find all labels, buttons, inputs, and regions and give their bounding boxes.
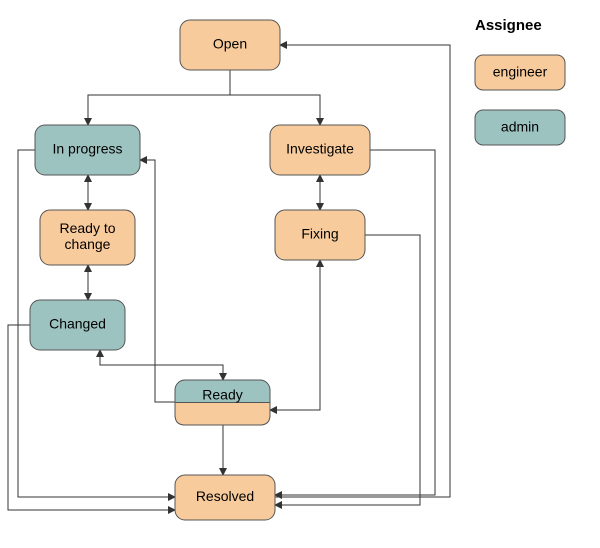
legend-label-admin: admin: [501, 119, 539, 135]
edge-investigate-resolved: [275, 150, 435, 495]
node-readytc: Ready tochange: [40, 210, 135, 265]
node-label-resolved: Resolved: [196, 488, 254, 504]
node-label-ready: Ready: [202, 386, 242, 402]
node-fixing: Fixing: [275, 210, 365, 260]
node-investigate: Investigate: [270, 125, 370, 175]
flowchart-canvas: Open In progress Investigate Ready tochange…: [0, 0, 600, 548]
edge-open-inprogress: [88, 70, 230, 125]
node-label-inprogress: In progress: [52, 141, 122, 157]
node-label-readytc: change: [65, 236, 111, 252]
edge-changed-resolved: [8, 325, 175, 510]
legend-title: Assignee: [475, 17, 542, 34]
legend-label-engineer: engineer: [493, 64, 548, 80]
node-label-readytc: Ready to: [59, 220, 115, 236]
edge-ready-inprogress: [140, 160, 175, 402]
node-resolved: Resolved: [175, 475, 275, 520]
edge-resolved-open: [275, 45, 450, 497]
legend: Assignee engineer admin: [475, 17, 565, 145]
node-open: Open: [180, 20, 280, 70]
node-label-open: Open: [213, 36, 247, 52]
node-label-investigate: Investigate: [286, 141, 354, 157]
node-label-fixing: Fixing: [301, 226, 338, 242]
edge-open-investigate: [230, 70, 320, 125]
edge-changed-ready: [100, 350, 223, 380]
node-ready: Ready: [175, 380, 270, 425]
edge-fixing-ready: [270, 260, 320, 410]
node-inprogress: In progress: [35, 125, 140, 175]
node-label-changed: Changed: [49, 316, 106, 332]
edge-fixing-resolved: [275, 235, 420, 505]
node-changed: Changed: [30, 300, 125, 350]
